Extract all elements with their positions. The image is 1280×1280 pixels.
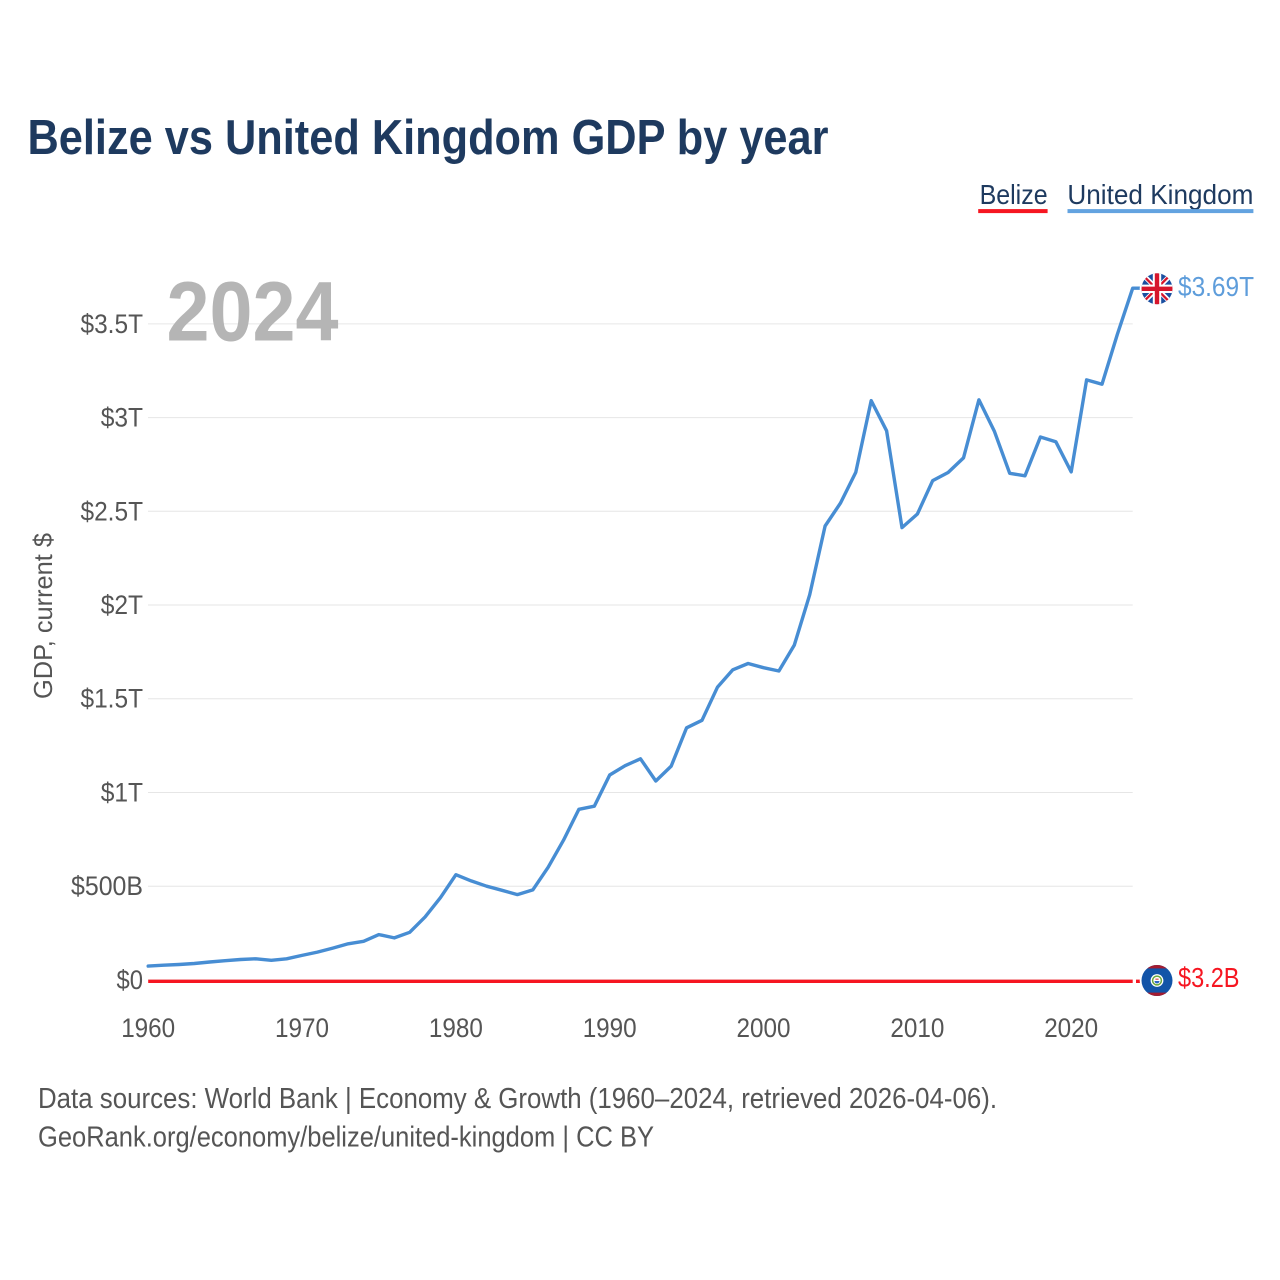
svg-text:United Kingdom: United Kingdom	[1067, 179, 1253, 210]
svg-text:2020: 2020	[1044, 1013, 1098, 1043]
svg-text:$500B: $500B	[71, 871, 143, 901]
svg-text:Belize: Belize	[980, 179, 1048, 210]
svg-text:1990: 1990	[583, 1013, 637, 1043]
svg-text:2010: 2010	[890, 1013, 944, 1043]
svg-text:GDP, current $: GDP, current $	[28, 532, 58, 699]
svg-text:$0: $0	[117, 965, 144, 995]
svg-text:1980: 1980	[429, 1013, 483, 1043]
svg-text:$2T: $2T	[101, 590, 143, 620]
svg-text:GeoRank.org/economy/belize/uni: GeoRank.org/economy/belize/united-kingdo…	[38, 1122, 654, 1154]
svg-text:$3.2B: $3.2B	[1178, 962, 1240, 993]
svg-text:2024: 2024	[167, 265, 339, 359]
svg-text:Data sources: World Bank | Eco: Data sources: World Bank | Economy & Gro…	[38, 1083, 997, 1115]
svg-text:1970: 1970	[275, 1013, 329, 1043]
svg-text:2000: 2000	[737, 1013, 791, 1043]
svg-text:1960: 1960	[121, 1013, 175, 1043]
svg-text:$3T: $3T	[101, 403, 143, 433]
svg-text:Belize vs United Kingdom GDP b: Belize vs United Kingdom GDP by year	[28, 111, 829, 165]
svg-text:$1T: $1T	[101, 778, 143, 808]
svg-text:$1.5T: $1.5T	[81, 684, 144, 714]
svg-text:$2.5T: $2.5T	[81, 496, 144, 526]
svg-text:$3.69T: $3.69T	[1178, 271, 1254, 302]
svg-text:$3.5T: $3.5T	[81, 309, 144, 339]
